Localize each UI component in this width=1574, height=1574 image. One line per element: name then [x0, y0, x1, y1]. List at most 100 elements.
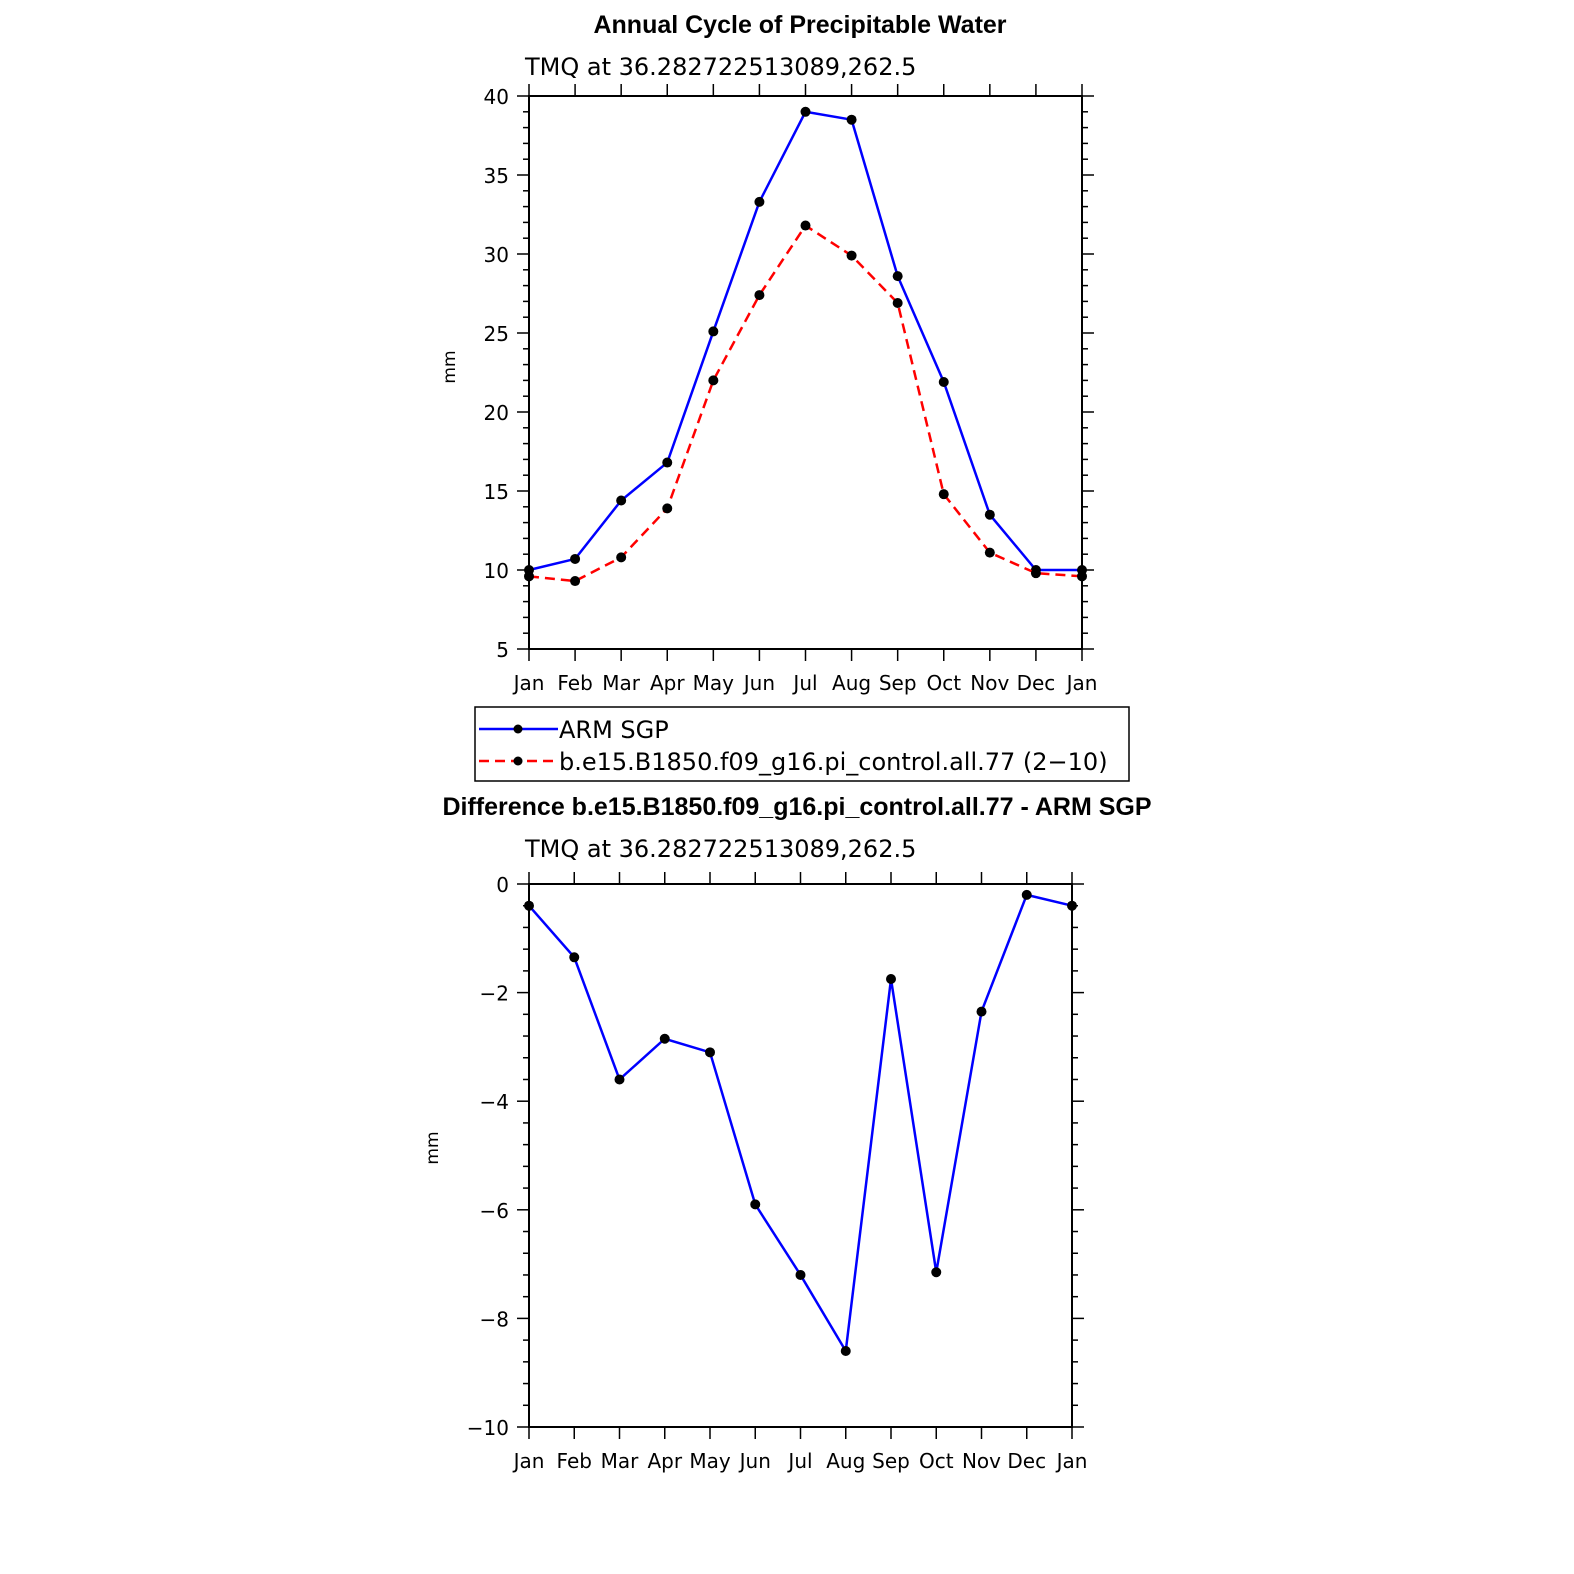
legend: ARM SGP b.e15.B1850.f09_g16.pi_control.a…: [474, 706, 1130, 782]
data-point: [846, 114, 857, 125]
data-point: [662, 503, 673, 514]
x-tick-label: Aug: [826, 1449, 865, 1473]
x-tick-label: Jul: [786, 1449, 812, 1473]
x-tick-label: Nov: [970, 671, 1009, 695]
data-point: [938, 376, 949, 387]
data-point: [984, 547, 995, 558]
chart-title: Annual Cycle of Precipitable Water: [593, 11, 1006, 39]
x-tick-label: Mar: [602, 671, 641, 695]
x-tick-label: Jul: [791, 671, 817, 695]
data-point: [754, 290, 765, 301]
x-tick-label: Aug: [832, 671, 871, 695]
data-point: [976, 1006, 987, 1017]
y-tick-label: 20: [484, 401, 509, 425]
x-tick-label: Jun: [742, 671, 775, 695]
y-tick-label: 25: [484, 322, 509, 346]
data-point: [524, 571, 534, 582]
data-point: [846, 250, 857, 261]
x-tick-label: Jan: [512, 1449, 545, 1473]
data-point: [795, 1269, 806, 1280]
y-tick-label: 40: [484, 85, 509, 109]
data-point: [984, 509, 995, 520]
x-tick-label: Feb: [557, 671, 592, 695]
data-point: [892, 297, 903, 308]
x-tick-label: Jan: [512, 671, 545, 695]
data-point: [840, 1345, 851, 1356]
plot-axes: 5 10 15 20 25 30 35 40 Jan Feb Mar Apr May Jun Jul Aug S…: [484, 84, 1098, 695]
data-point: [616, 495, 627, 506]
y-tick-label: −2: [480, 982, 509, 1006]
x-tick-label: Sep: [879, 671, 917, 695]
series-layer: [524, 106, 1087, 587]
data-point: [616, 552, 627, 563]
x-tick-label: Jan: [1065, 671, 1098, 695]
data-point: [569, 952, 580, 963]
plot-axes: −10 −8 −6 −4 −2 0 Jan Feb Mar Apr May Jun Jul Aug Sep O…: [467, 872, 1088, 1473]
x-tick-label: Feb: [557, 1449, 592, 1473]
x-tick-label: Apr: [647, 1449, 682, 1473]
chart-subtitle: TMQ at 36.282722513089,262.5: [524, 53, 916, 81]
plot-frame: [528, 95, 1083, 650]
data-point: [750, 1199, 761, 1210]
legend-label-arm: ARM SGP: [559, 716, 669, 744]
data-point: [1077, 571, 1087, 582]
y-tick-label: −4: [480, 1090, 509, 1114]
legend-marker-arm: [513, 724, 523, 734]
data-point: [754, 196, 765, 207]
x-tick-label: Oct: [919, 1449, 954, 1473]
x-tick-label: Oct: [926, 671, 961, 695]
x-tick-label: Jun: [738, 1449, 771, 1473]
y-tick-label: 35: [484, 164, 509, 188]
data-point: [1021, 889, 1032, 900]
series-layer: [524, 889, 1077, 1356]
data-point: [931, 1267, 942, 1278]
legend-label-model: b.e15.B1850.f09_g16.pi_control.all.77 (2…: [559, 748, 1108, 776]
data-point: [708, 326, 719, 337]
y-tick-label: 5: [496, 638, 509, 662]
chart-title: Difference b.e15.B1850.f09_g16.pi_contro…: [442, 793, 1151, 821]
y-tick-label: −6: [480, 1199, 509, 1223]
data-point: [1067, 900, 1077, 911]
y-tick-label: 15: [484, 480, 509, 504]
series-line: [528, 893, 1073, 1355]
x-tick-label: May: [693, 671, 735, 695]
x-tick-label: Apr: [650, 671, 685, 695]
data-point: [938, 489, 949, 500]
legend-marker-model: [513, 756, 523, 766]
chart-subtitle: TMQ at 36.282722513089,262.5: [524, 835, 916, 863]
x-tick-label: Dec: [1017, 671, 1056, 695]
y-tick-label: −10: [467, 1416, 509, 1440]
data-point: [1030, 568, 1041, 579]
plot-frame: [528, 883, 1073, 1428]
y-tick-label: −8: [480, 1307, 509, 1331]
data-point: [570, 576, 581, 587]
data-point: [662, 457, 673, 468]
x-tick-label: Sep: [872, 1449, 910, 1473]
data-point: [524, 900, 534, 911]
legend-box: [474, 706, 1130, 782]
series-line: [528, 223, 1083, 583]
data-point: [570, 553, 581, 564]
y-tick-label: 30: [484, 243, 509, 267]
difference-chart: Difference b.e15.B1850.f09_g16.pi_contro…: [423, 793, 1152, 1473]
x-tick-label: Dec: [1007, 1449, 1046, 1473]
x-tick-label: May: [689, 1449, 731, 1473]
y-tick-label: 10: [484, 559, 509, 583]
data-point: [614, 1074, 625, 1085]
data-point: [886, 974, 896, 985]
data-point: [892, 271, 903, 282]
x-tick-label: Jan: [1055, 1449, 1088, 1473]
x-tick-label: Nov: [962, 1449, 1001, 1473]
annual-cycle-chart: Annual Cycle of Precipitable Water TMQ a…: [440, 11, 1097, 695]
data-point: [705, 1047, 715, 1058]
data-point: [659, 1033, 670, 1044]
series-line: [528, 110, 1082, 572]
y-axis-label: mm: [440, 350, 460, 383]
data-point: [800, 220, 811, 231]
y-tick-label: 0: [496, 873, 509, 897]
y-axis-label: mm: [423, 1131, 443, 1164]
data-point: [708, 375, 719, 386]
data-point: [800, 106, 811, 117]
x-tick-label: Mar: [601, 1449, 640, 1473]
